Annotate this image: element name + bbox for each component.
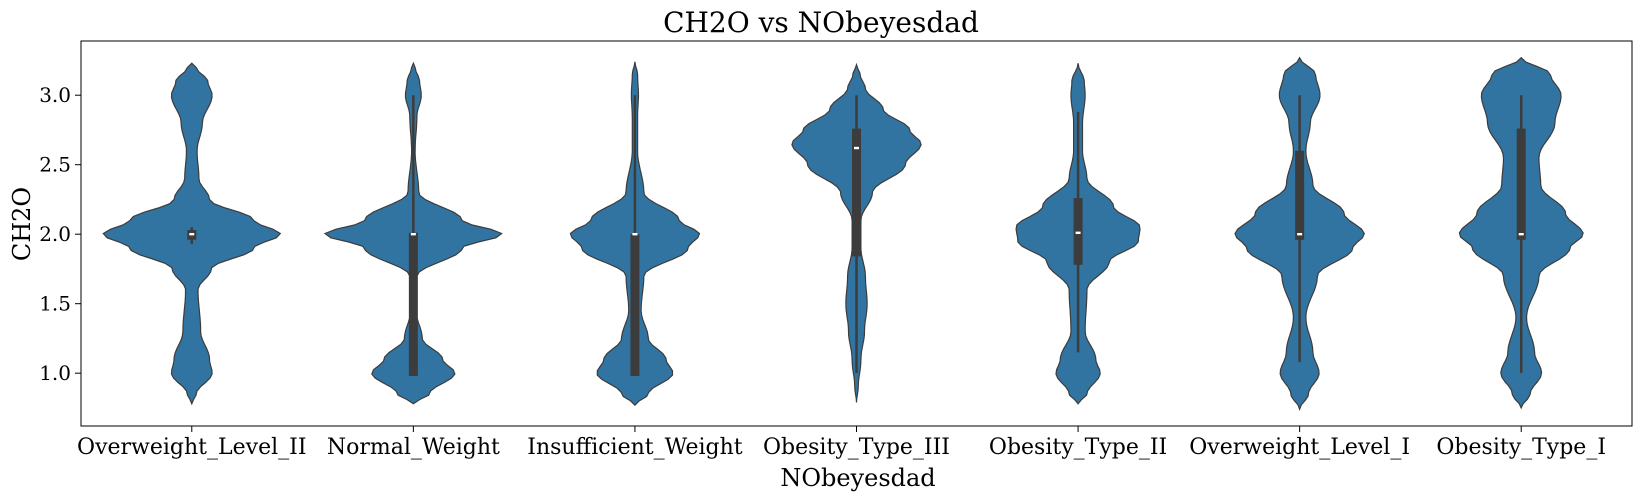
x-tick-label: Normal_Weight (327, 435, 500, 460)
violin-median (854, 146, 859, 150)
violin-iqr-box (1295, 150, 1305, 240)
violin-Insufficient_Weight (569, 61, 701, 407)
violin-median (1297, 232, 1303, 236)
chart-title: CH2O vs NObeyesdad (663, 6, 979, 39)
violin-Obesity_Type_II (1015, 63, 1141, 405)
x-tick-label: Overweight_Level_II (77, 435, 306, 460)
y-axis: 1.0 1.5 2.0 2.5 3.0 (39, 83, 81, 385)
y-tick-label: 2.0 (39, 222, 71, 246)
violin-median (1075, 231, 1081, 235)
violin-Obesity_Type_I (1458, 56, 1584, 410)
violin-iqr-box (1516, 128, 1526, 240)
violin-median (1518, 232, 1524, 236)
violin-iqr-box (408, 232, 418, 376)
y-axis-label: CH2O (8, 187, 36, 261)
x-axis-label: NObeyesdad (780, 464, 935, 492)
y-tick-label: 1.0 (39, 361, 71, 385)
x-tick-label: Obesity_Type_III (763, 435, 950, 460)
violin-iqr-box (1073, 198, 1083, 265)
y-tick-label: 2.5 (39, 153, 71, 177)
violin-median (632, 232, 638, 236)
violin-median (410, 232, 416, 236)
violin-Overweight_Level_I (1234, 56, 1365, 412)
violin-Normal_Weight (323, 61, 503, 405)
plot-area (102, 56, 1584, 412)
violin-median (189, 232, 195, 236)
violin-iqr-box (630, 234, 640, 376)
violin-Obesity_Type_III (791, 62, 922, 403)
x-tick-label: Obesity_Type_I (1436, 435, 1606, 460)
y-tick-label: 3.0 (39, 83, 71, 107)
y-tick-label: 1.5 (39, 292, 71, 316)
violin-Overweight_Level_II (102, 62, 282, 406)
violin-iqr-box (852, 128, 861, 257)
x-axis: Overweight_Level_II Normal_Weight Insuffic… (77, 426, 1606, 460)
x-tick-label: Insufficient_Weight (527, 435, 742, 460)
x-tick-label: Overweight_Level_I (1189, 435, 1410, 460)
x-tick-label: Obesity_Type_II (989, 435, 1167, 460)
